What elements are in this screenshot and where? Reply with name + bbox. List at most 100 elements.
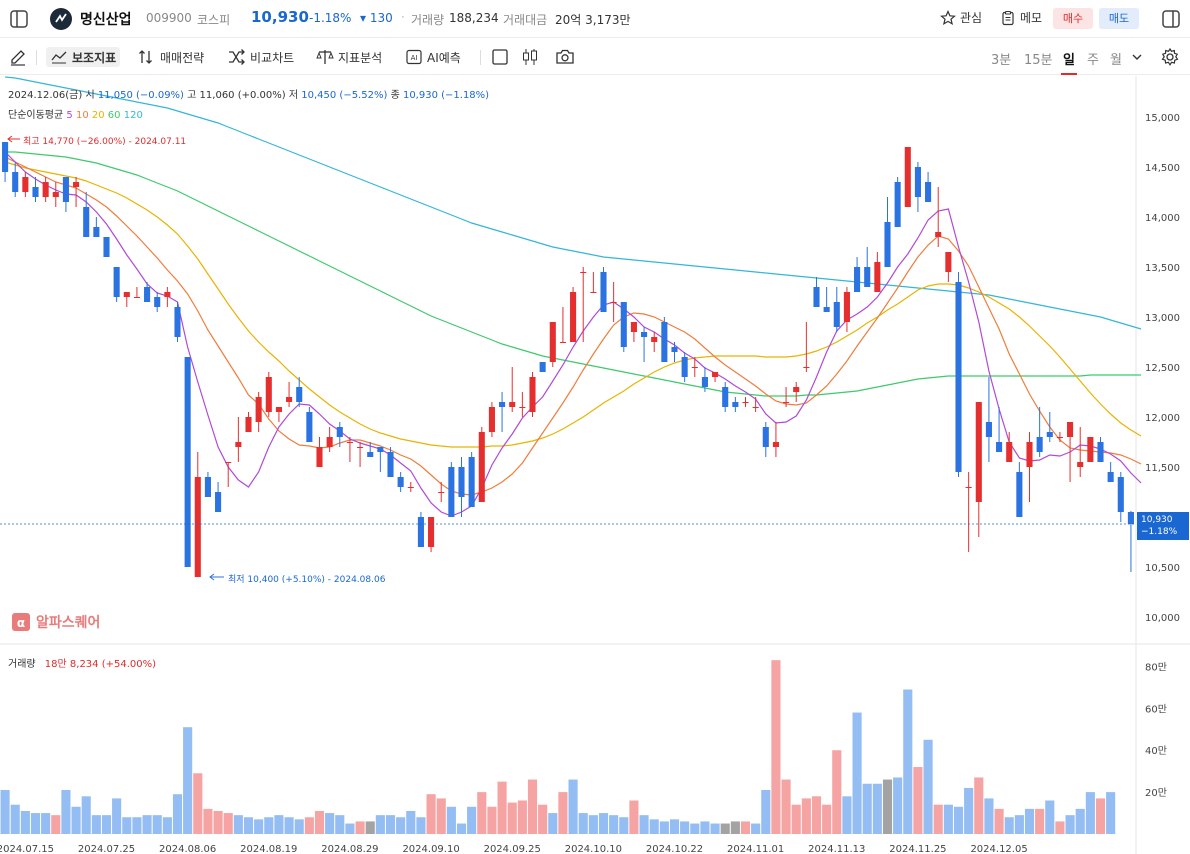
candle-body (73, 182, 80, 187)
volume-bar (700, 821, 710, 834)
sell-button[interactable]: 매도 (1099, 8, 1139, 29)
active-period-underline (1061, 73, 1077, 75)
volume-bar (558, 792, 568, 834)
close-value: 10,930 (−1.18%) (402, 90, 490, 101)
volume-bar (375, 815, 385, 834)
right-panel-toggle-icon[interactable] (1160, 8, 1182, 30)
max-annotation: 최고 14,770 (−26.00%) - 2024.07.11 (23, 137, 187, 147)
strategy-label: 매매전략 (160, 50, 205, 65)
ma-line-20 (4, 161, 1142, 448)
ai-predict-button[interactable]: AI AI예측 (405, 47, 461, 67)
period-3min[interactable]: 3분 (991, 53, 1012, 68)
ma-10: 10 (75, 110, 89, 121)
ma-line-10 (4, 156, 1142, 496)
favorite-button[interactable]: 관심 (940, 9, 982, 26)
volume-bar (41, 813, 51, 834)
candle-body (225, 462, 232, 463)
candle-body (559, 342, 566, 343)
pencil-icon[interactable] (8, 47, 28, 67)
company-logo (50, 8, 72, 30)
volume-bar (1106, 792, 1116, 834)
volume-bar (112, 798, 122, 834)
volume-bar (538, 804, 548, 834)
candle-body (590, 292, 597, 293)
sidebar-toggle-icon[interactable] (8, 8, 30, 30)
candle-body (265, 377, 272, 412)
indicators-button[interactable]: 보조지표 (46, 47, 121, 67)
volume-bar (882, 779, 893, 834)
volume-tick-label: 40만 (1145, 745, 1167, 757)
volume-bar (132, 817, 142, 834)
volume-bar (710, 823, 720, 834)
period-week[interactable]: 주 (1087, 53, 1099, 68)
ma-legend[interactable]: 단순이동평균 5 10 20 60 120 (8, 106, 143, 121)
ai-predict-label: AI예측 (427, 50, 461, 65)
date-tick-label: 2024.09.25 (484, 844, 541, 854)
volume-bar (761, 790, 771, 834)
candle-body (641, 332, 648, 337)
candle-body (1087, 437, 1094, 462)
candle-body (843, 292, 850, 322)
date-tick-label: 2024.08.29 (321, 844, 378, 854)
price-tick-label: 12,500 (1145, 363, 1180, 374)
gear-icon[interactable] (1160, 47, 1180, 67)
chart-line-icon (51, 51, 67, 64)
volume-axis-ticks: 20만 40만 60만 80만 (1145, 661, 1167, 799)
candle-body (1067, 422, 1074, 437)
volume-bar (771, 660, 781, 834)
date-tick-label: 2024.08.19 (240, 844, 297, 854)
volume-bar (81, 796, 91, 834)
volume-bar (740, 821, 751, 834)
volume-bar (923, 739, 933, 834)
volume-bar (953, 806, 964, 834)
shuffle-icon (229, 49, 245, 65)
candle-body (245, 417, 252, 432)
price-tick-label: 10,000 (1145, 613, 1180, 624)
square-icon[interactable] (491, 48, 509, 66)
candlestick-icon[interactable] (521, 48, 539, 66)
index-analysis-button[interactable]: 지표분석 (316, 47, 382, 67)
strategy-button[interactable]: 매매전략 (138, 47, 204, 67)
candle-body (762, 427, 769, 447)
volume-bar (1055, 821, 1065, 834)
candle-body (823, 307, 830, 312)
volume-bar (467, 806, 477, 834)
compare-button[interactable]: 비교차트 (228, 47, 294, 67)
volume-bar (984, 798, 994, 834)
candle-body (1097, 442, 1104, 462)
candle-body (712, 372, 719, 377)
indicators-label: 보조지표 (72, 50, 117, 65)
buy-button[interactable]: 매수 (1053, 8, 1093, 29)
ma-20: 20 (91, 110, 105, 121)
candle-body (1107, 472, 1114, 482)
volume-bar (578, 813, 588, 834)
chevron-down-icon[interactable] (1131, 52, 1143, 62)
volume-bar (172, 794, 183, 834)
candle-body (154, 297, 161, 307)
volume-bar (974, 777, 984, 834)
volume-info: 거래량 18만 8,234 (+54.00%) (8, 655, 156, 670)
volume-info-label: 거래량 (8, 659, 36, 670)
candle-body (164, 292, 171, 297)
candle-body (52, 192, 59, 197)
camera-icon[interactable] (555, 48, 575, 66)
volume-bar (649, 819, 659, 834)
volume-bar (233, 815, 243, 834)
memo-button[interactable]: 메모 (1000, 9, 1042, 26)
volume-bar (365, 821, 375, 834)
min-arrow (209, 573, 224, 581)
date-tick-label: 2024.10.22 (646, 844, 703, 854)
period-month[interactable]: 월 (1110, 53, 1122, 68)
volume-bar (994, 808, 1004, 834)
price-tick-label: 14,500 (1145, 163, 1180, 174)
candle-body (661, 322, 668, 362)
volume-bar (101, 815, 112, 834)
candle-body (681, 357, 688, 377)
period-15min[interactable]: 15분 (1024, 53, 1053, 68)
volume-bar (1075, 808, 1085, 834)
stock-chart[interactable]: 10,00010,50011,00011,50012,00012,50013,0… (0, 76, 1190, 854)
volume-bar (446, 806, 456, 834)
period-day[interactable]: 일 (1063, 53, 1075, 68)
volume-bar (477, 792, 487, 834)
volume-bar (893, 777, 903, 834)
